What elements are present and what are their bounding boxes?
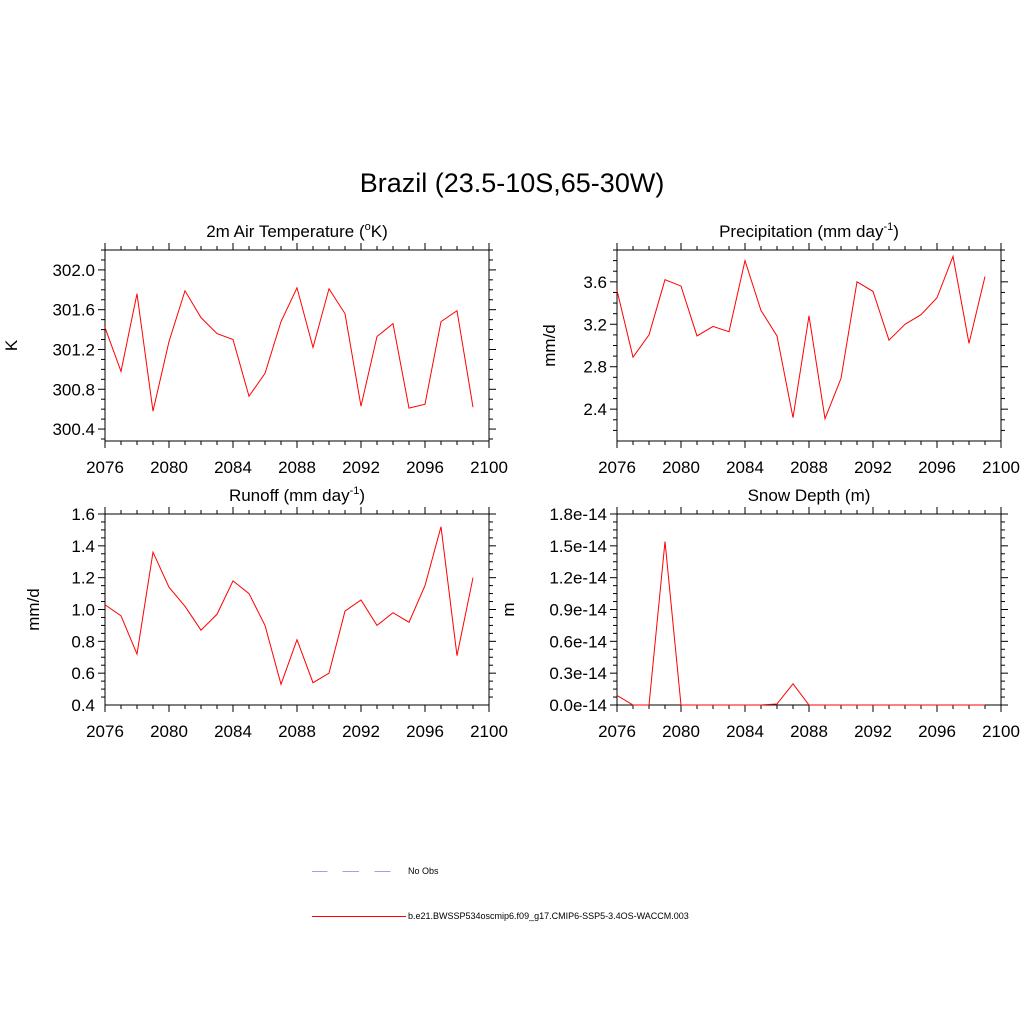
chart-panel-2: Precipitation (mm day-1) mm/d 2076 2080 2084… (540, 221, 1020, 477)
legend-model-swatch (312, 915, 406, 917)
y-axis-label: mm/d (24, 588, 43, 631)
y-tick-label: 0.6e-14 (549, 632, 607, 651)
legend-obs-swatch (312, 870, 406, 872)
y-tick-label: 1.6 (71, 505, 95, 524)
series-line (616, 254, 986, 421)
y-tick-label: 301.2 (52, 340, 95, 359)
x-tick-label: 2096 (918, 458, 956, 477)
y-tick-label: 300.8 (52, 380, 95, 399)
x-tick-label: 2100 (982, 458, 1020, 477)
chart-panel-1: 2m Air Temperature (oK) K 2076 2080 2084 2088… (2, 221, 508, 477)
x-tick-label: 2076 (86, 458, 124, 477)
plot-frame (104, 249, 490, 442)
x-tick-label: 2080 (662, 722, 700, 741)
x-tick-label: 2096 (406, 722, 444, 741)
y-tick-label: 2.4 (583, 400, 607, 419)
plot-frame (616, 249, 1002, 442)
y-tick-label: 1.2 (71, 569, 95, 588)
x-tick-label: 2092 (342, 722, 380, 741)
series-line (104, 526, 474, 686)
x-tick-label: 2080 (150, 458, 188, 477)
y-tick-label: 1.0 (71, 601, 95, 620)
y-tick-label: 0.0e-14 (549, 696, 607, 715)
chart-panel-3: Runoff (mm day-1) mm/d 2076 2080 2084 2088 209… (24, 485, 508, 741)
y-tick-label: 301.6 (52, 301, 95, 320)
panel-title: Runoff (mm day-1) (229, 485, 365, 505)
plot-frame (104, 513, 490, 706)
panel-title: 2m Air Temperature (oK) (206, 221, 388, 241)
y-tick-label: 1.5e-14 (549, 537, 607, 556)
y-tick-label: 1.8e-14 (549, 505, 607, 524)
series-line (616, 541, 985, 706)
panel-title: Precipitation (mm day-1) (719, 221, 899, 241)
y-tick-label: 302.0 (52, 261, 95, 280)
y-tick-label: 2.8 (583, 358, 607, 377)
y-tick-label: 0.3e-14 (549, 664, 607, 683)
y-tick-label: 0.6 (71, 664, 95, 683)
legend-obs: No Obs (312, 866, 439, 876)
legend-obs-label: No Obs (408, 866, 439, 876)
y-tick-label: 300.4 (52, 420, 95, 439)
legend-model-label: b.e21.BWSSP534oscmip6.f09_g17.CMIP6-SSP5… (408, 911, 689, 921)
x-tick-label: 2088 (278, 722, 316, 741)
chart-panel-4: Snow Depth (m) m 2076 2080 2084 2088 2092 2096 2… (499, 486, 1020, 741)
x-tick-label: 2092 (854, 722, 892, 741)
x-tick-label: 2084 (214, 458, 252, 477)
x-tick-label: 2092 (854, 458, 892, 477)
panel-title: Snow Depth (m) (748, 486, 871, 505)
x-tick-label: 2084 (214, 722, 252, 741)
y-tick-label: 0.4 (71, 696, 95, 715)
x-tick-label: 2084 (726, 722, 764, 741)
legend-model: b.e21.BWSSP534oscmip6.f09_g17.CMIP6-SSP5… (312, 911, 689, 921)
y-tick-label: 0.9e-14 (549, 601, 607, 620)
y-axis-label: K (2, 339, 21, 351)
y-tick-label: 1.4 (71, 537, 95, 556)
x-tick-label: 2096 (406, 458, 444, 477)
y-axis-label: m (499, 602, 518, 616)
y-tick-label: 3.6 (583, 273, 607, 292)
y-tick-label: 3.2 (583, 315, 607, 334)
x-tick-label: 2084 (726, 458, 764, 477)
figure-title: Brazil (23.5-10S,65-30W) (359, 168, 665, 198)
x-tick-label: 2076 (86, 722, 124, 741)
x-tick-label: 2096 (918, 722, 956, 741)
x-tick-label: 2100 (470, 722, 508, 741)
x-tick-label: 2088 (278, 458, 316, 477)
x-tick-label: 2088 (790, 458, 828, 477)
x-tick-label: 2100 (982, 722, 1020, 741)
x-tick-label: 2080 (662, 458, 700, 477)
y-tick-label: 0.8 (71, 632, 95, 651)
plot-frame (616, 513, 1002, 706)
x-tick-label: 2088 (790, 722, 828, 741)
y-axis-label: mm/d (540, 324, 559, 367)
x-tick-label: 2076 (598, 722, 636, 741)
y-tick-label: 1.2e-14 (549, 569, 607, 588)
x-tick-label: 2080 (150, 722, 188, 741)
x-tick-label: 2100 (470, 458, 508, 477)
x-tick-label: 2076 (598, 458, 636, 477)
series-line (104, 286, 474, 412)
x-tick-label: 2092 (342, 458, 380, 477)
